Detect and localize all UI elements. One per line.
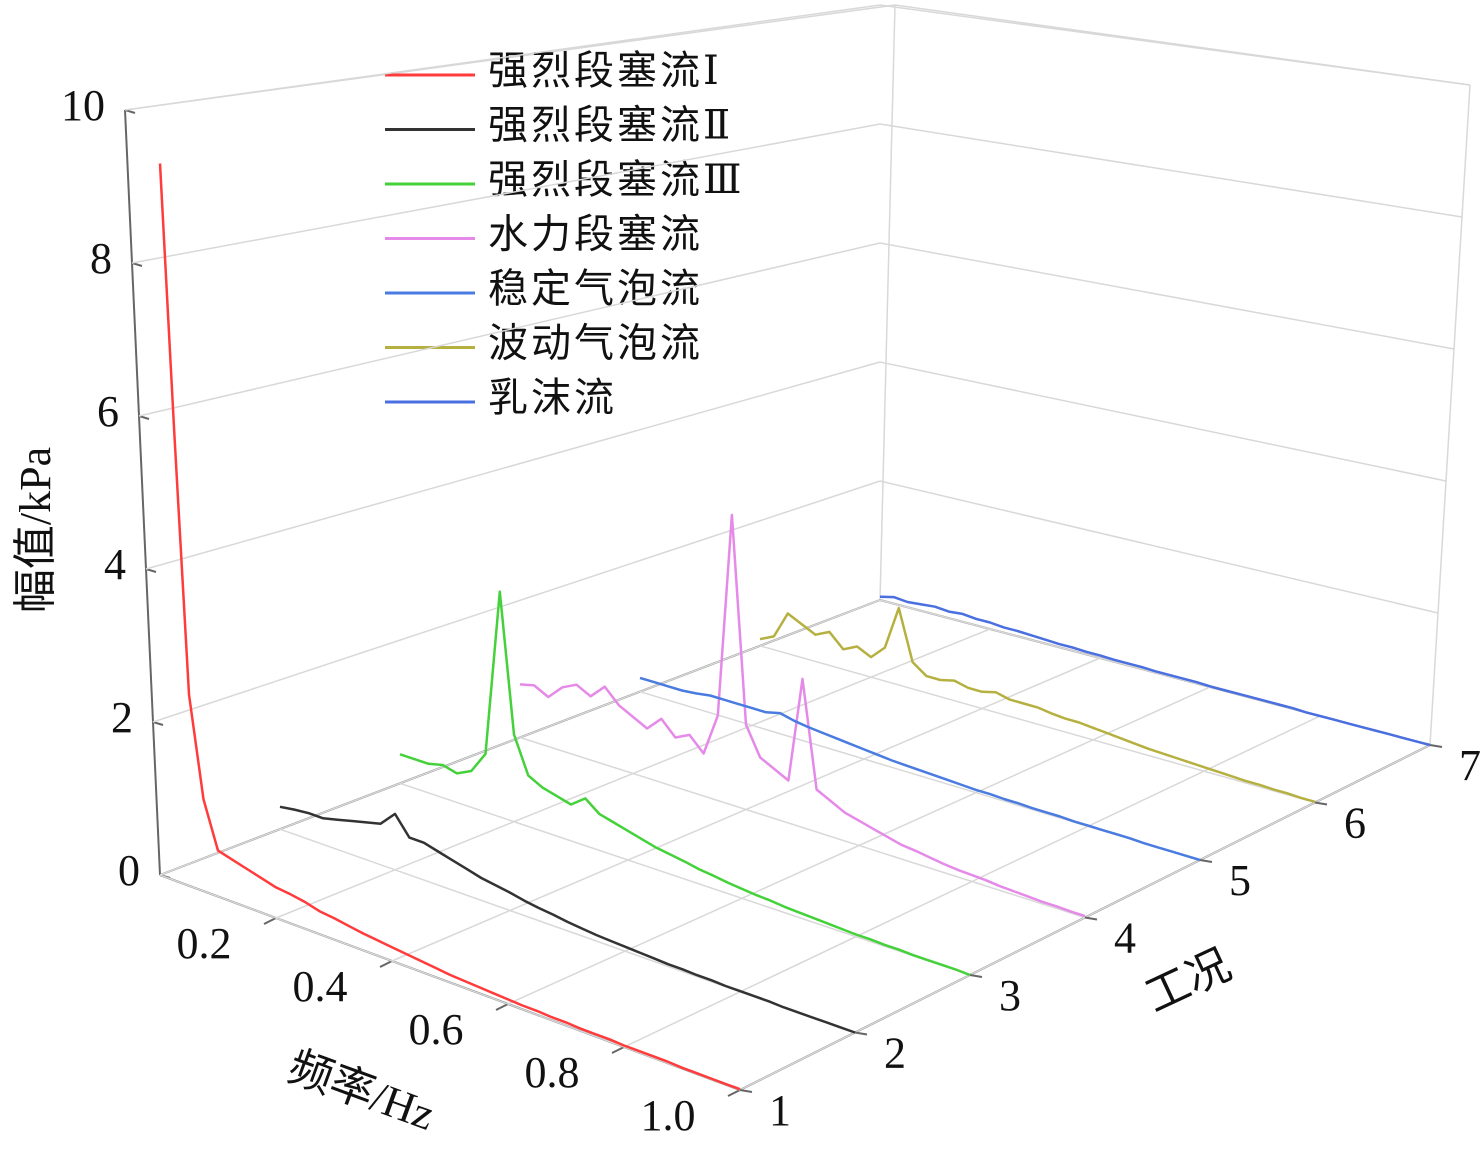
series-line [399, 590, 971, 977]
grid-line [145, 361, 881, 570]
grid-line [879, 123, 1463, 218]
y-tick [131, 262, 143, 267]
y-tick-label: 6 [97, 387, 119, 436]
grid-line [519, 736, 1086, 919]
grid-line [879, 4, 1471, 86]
legend-label: 强烈段塞流Ⅲ [488, 157, 745, 202]
y-tick-label: 8 [90, 234, 112, 283]
grid-line [879, 480, 1439, 614]
y-tick-label: 0 [118, 846, 140, 895]
series-line [158, 163, 741, 1091]
grid-line [399, 782, 971, 976]
grid-line [152, 480, 881, 723]
z-tick-label: 5 [1229, 856, 1251, 905]
x-tick [495, 1003, 509, 1011]
legend-label: 乳沫流 [488, 375, 617, 420]
grid-line [879, 242, 1455, 350]
x-tick [611, 1046, 625, 1054]
series-line [279, 805, 856, 1034]
z-tick [1084, 916, 1098, 921]
z-tick [1314, 801, 1328, 806]
series-line [759, 606, 1316, 804]
z-axis-title: 工况 [1138, 940, 1238, 1022]
grid-line [759, 645, 1316, 804]
y-tick [145, 568, 157, 573]
series-line [879, 595, 1431, 747]
series-line [519, 513, 1086, 918]
y-tick [138, 415, 150, 420]
legend-label: 波动气泡流 [488, 321, 703, 366]
series-line [639, 676, 1201, 862]
x-tick-label: 0.6 [409, 1005, 464, 1054]
y-axis-title: 幅值/kPa [11, 447, 60, 613]
z-tick [969, 974, 983, 978]
z-tick-label: 4 [1114, 914, 1136, 963]
x-tick-label: 0.8 [525, 1048, 580, 1097]
z-tick-label: 3 [999, 971, 1021, 1020]
x-tick [727, 1089, 741, 1097]
x-tick-label: 0.4 [293, 962, 348, 1011]
y-tick-label: 4 [104, 540, 126, 589]
frame-edge [1429, 84, 1471, 746]
z-tick-label: 7 [1459, 741, 1481, 790]
z-tick [1199, 859, 1213, 863]
z-tick-label: 2 [884, 1029, 906, 1078]
legend-label: 强烈段塞流Ⅰ [488, 48, 722, 93]
legend-label: 强烈段塞流Ⅱ [488, 103, 733, 148]
grid-line [124, 4, 881, 111]
legend-label: 水力段塞流 [488, 212, 703, 257]
x-tick-label: 0.2 [177, 919, 232, 968]
z-tick [1429, 744, 1443, 748]
z-tick [739, 1089, 753, 1093]
y-axis [124, 109, 161, 876]
legend-label: 稳定气泡流 [488, 266, 703, 311]
x-tick [379, 960, 393, 968]
grid-line [138, 242, 881, 417]
y-tick-label: 2 [111, 693, 133, 742]
x-tick-label: 1.0 [641, 1091, 696, 1140]
grid-line [879, 361, 1447, 482]
y-tick [152, 721, 164, 726]
z-tick [854, 1031, 868, 1036]
grid-line [131, 123, 881, 264]
y-tick-label: 10 [61, 81, 105, 130]
x-tick [263, 917, 277, 925]
x-axis-title: 频率/Hz [282, 1042, 441, 1140]
frame-edge [879, 4, 896, 601]
z-tick-label: 6 [1344, 799, 1366, 848]
grid-line [159, 874, 741, 1091]
z-tick-label: 1 [769, 1086, 791, 1135]
